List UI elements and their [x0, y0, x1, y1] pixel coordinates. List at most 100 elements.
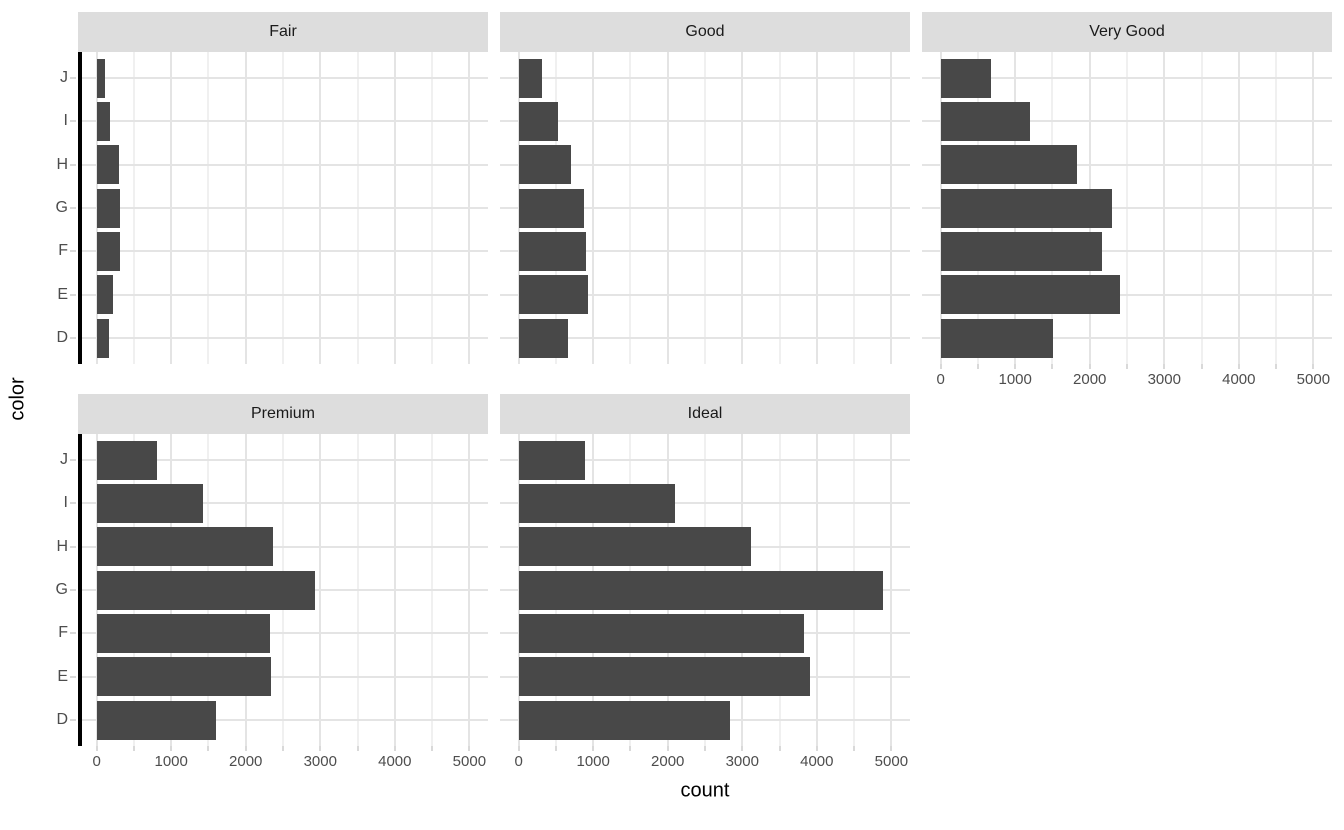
- x-tick-label-4000: 4000: [800, 753, 834, 770]
- y-tick-label-row1-f: F: [58, 624, 68, 642]
- x-tick-mark: [815, 746, 818, 751]
- gridline-horizontal-h: [500, 163, 910, 166]
- x-tick-mark: [592, 746, 595, 751]
- bar-ideal-i: [518, 483, 675, 523]
- facet-panel-ideal: [500, 434, 910, 746]
- facet-panel-premium: [70, 434, 488, 746]
- x-tick-label-3000: 3000: [1147, 371, 1181, 388]
- bar-fair-i: [96, 101, 110, 141]
- facet-strip-premium: Premium: [78, 394, 488, 434]
- gridline-horizontal-j: [78, 458, 488, 461]
- x-tick-mark: [319, 746, 322, 751]
- y-tick-mark-g: [70, 589, 76, 591]
- gridline-horizontal-e: [922, 293, 1332, 296]
- x-tick-mark: [939, 364, 942, 369]
- x-tick-label-2000: 2000: [651, 753, 685, 770]
- x-tick-label-5000: 5000: [452, 753, 487, 770]
- gridline-horizontal-j: [500, 458, 910, 461]
- gridline-horizontal-g: [500, 207, 910, 209]
- x-tick-mark: [778, 746, 781, 751]
- x-tick-label-4000: 4000: [378, 753, 412, 770]
- bar-good-g: [518, 188, 584, 228]
- y-tick-label-row0-d: D: [56, 329, 68, 346]
- x-tick-mark: [170, 746, 173, 751]
- y-tick-label-row0-f: F: [58, 242, 68, 260]
- gridline-horizontal-f: [78, 632, 488, 635]
- bar-very-good-g: [940, 188, 1112, 228]
- gridline-horizontal-f: [78, 250, 488, 253]
- y-tick-mark-i: [70, 502, 76, 505]
- x-tick-mark: [517, 746, 520, 751]
- x-axis-premium: 0 1000 2000 3000 4000 5000: [78, 746, 488, 776]
- gridline-horizontal-h: [78, 163, 488, 166]
- bar-fair-d: [96, 318, 109, 358]
- y-tick-mark-e: [70, 293, 76, 296]
- x-tick-mark: [1014, 364, 1017, 369]
- bar-ideal-d: [518, 700, 730, 740]
- facet-strip-fair: Fair: [78, 12, 488, 52]
- bar-good-j: [518, 58, 542, 98]
- bar-very-good-d: [940, 318, 1054, 358]
- bar-ideal-g: [518, 570, 883, 610]
- y-tick-label-row1-h: H: [56, 537, 68, 555]
- x-axis-ideal: 0 1000 2000 3000 4000 5000: [500, 746, 910, 776]
- x-tick-mark: [95, 746, 98, 751]
- x-tick-label-5000: 5000: [874, 753, 909, 770]
- y-tick-mark-f: [70, 250, 76, 253]
- facet-strip-very-good: Very Good: [922, 12, 1332, 52]
- y-tick-mark-h: [70, 163, 76, 166]
- gridline-horizontal-e: [500, 293, 910, 296]
- y-tick-mark-i: [70, 120, 76, 123]
- facet-panel-fair: [70, 52, 488, 364]
- facet-strip-good: Good: [500, 12, 910, 52]
- bar-fair-f: [96, 231, 120, 271]
- x-tick-mark: [1237, 364, 1240, 369]
- y-tick-mark-d: [70, 337, 76, 339]
- x-tick-mark: [666, 746, 669, 751]
- bar-good-f: [518, 231, 587, 271]
- bar-ideal-j: [518, 440, 586, 480]
- bar-fair-e: [96, 275, 114, 315]
- bar-very-good-e: [940, 275, 1120, 315]
- x-tick-label-0: 0: [514, 753, 523, 770]
- bar-ideal-f: [518, 613, 804, 653]
- x-tick-mark: [132, 746, 135, 751]
- y-tick-mark-g: [70, 207, 76, 209]
- x-tick-mark: [431, 746, 434, 751]
- x-tick-mark: [1200, 364, 1203, 369]
- gridline-horizontal-e: [78, 293, 488, 296]
- bar-good-h: [518, 145, 571, 185]
- gridline-horizontal-i: [78, 120, 488, 123]
- gridline-horizontal-f: [922, 250, 1332, 253]
- bar-premium-d: [96, 700, 217, 740]
- x-tick-label-1000: 1000: [998, 371, 1032, 388]
- gridline-horizontal-i: [500, 120, 910, 123]
- x-tick-mark: [1312, 364, 1315, 369]
- x-tick-label-3000: 3000: [303, 753, 337, 770]
- bar-good-i: [518, 101, 558, 141]
- y-tick-label-row1-d: D: [56, 711, 68, 728]
- gridline-horizontal-j: [922, 76, 1332, 79]
- x-tick-mark: [890, 746, 893, 751]
- x-tick-mark: [1051, 364, 1054, 369]
- gridline-horizontal-i: [78, 502, 488, 505]
- gridline-horizontal-h: [78, 545, 488, 548]
- gridline-horizontal-h: [922, 163, 1332, 166]
- x-tick-label-0: 0: [92, 753, 101, 770]
- y-tick-label-row1-e: E: [57, 667, 68, 685]
- gridline-horizontal-e: [78, 675, 488, 678]
- x-tick-label-1000: 1000: [576, 753, 610, 770]
- y-axis-line: [78, 434, 82, 746]
- y-tick-mark-e: [70, 675, 76, 678]
- x-tick-mark: [976, 364, 979, 369]
- y-tick-label-row0-i: I: [63, 112, 68, 130]
- gridline-horizontal-i: [922, 120, 1332, 123]
- gridline-horizontal-d: [78, 719, 488, 721]
- bar-fair-g: [96, 188, 121, 228]
- bar-premium-e: [96, 657, 271, 697]
- x-tick-mark: [741, 746, 744, 751]
- facet-panel-very-good: [922, 52, 1332, 364]
- x-tick-mark: [393, 746, 396, 751]
- y-tick-mark-j: [70, 458, 76, 461]
